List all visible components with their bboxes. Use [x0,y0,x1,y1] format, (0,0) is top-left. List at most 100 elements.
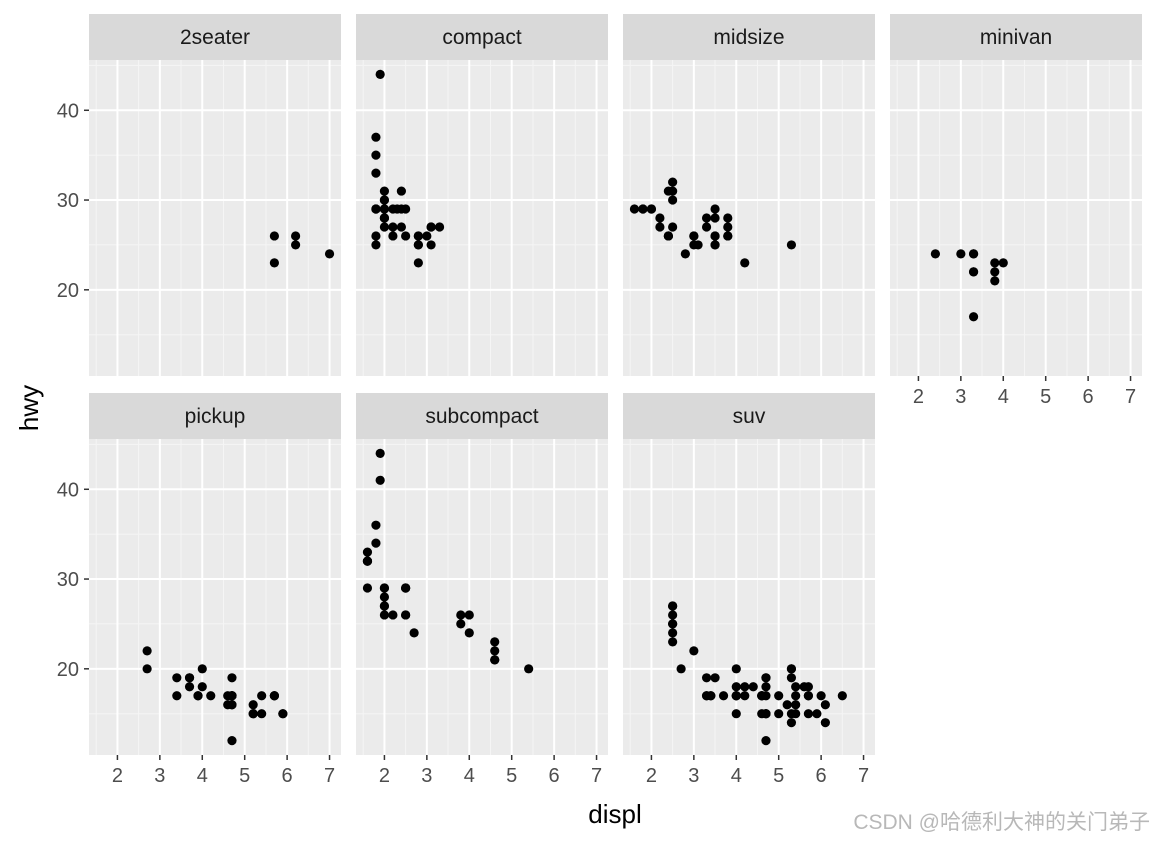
x-tick-label: 6 [549,765,560,787]
panel-background [89,439,341,755]
data-point [968,249,979,259]
panel-background [356,60,608,376]
data-point [227,736,237,746]
data-point [413,258,423,268]
facet-subcompact: subcompact 2 3 4 5 6 7 [356,393,608,787]
data-point [184,682,195,692]
data-point [655,213,665,223]
data-point [227,691,237,701]
data-point [248,709,258,719]
panel-background [356,439,608,755]
data-point [362,547,373,557]
data-point [388,231,398,241]
data-point [223,700,233,710]
data-point [812,709,822,719]
x-tick-label: 6 [816,765,827,787]
data-point [278,709,288,719]
data-point [668,222,678,232]
data-point [362,583,373,593]
data-point [371,168,381,178]
facet-strip [89,393,341,439]
x-tick-label: 7 [858,765,869,787]
data-point [257,691,267,701]
data-point [396,186,406,196]
data-point [668,601,678,611]
data-point [375,448,385,458]
x-tick-label: 2 [379,765,390,787]
data-point [820,718,830,728]
data-point [689,231,699,241]
data-point [379,592,390,602]
data-point [413,240,423,250]
facet-strip [890,14,1142,60]
data-point [701,213,712,223]
y-tick-label: 20 [57,280,79,302]
data-point [456,619,466,629]
data-point [375,475,385,485]
y-tick-label: 30 [57,569,79,591]
data-point [668,177,678,187]
data-point [990,258,1000,268]
data-point [379,222,390,232]
facet-midsize: midsize [623,14,875,376]
data-point [184,673,195,683]
x-tick-label: 4 [998,386,1009,408]
data-point [803,709,813,719]
data-point [710,240,720,250]
data-point [388,610,398,620]
facet-strip-label: suv [733,405,766,428]
x-tick-label: 5 [773,765,784,787]
data-point [803,691,813,701]
data-point [748,682,758,692]
data-point [401,231,411,241]
data-point [227,673,237,683]
data-point [668,610,678,620]
data-point [786,718,797,728]
facet-pickup: pickup 20 30 40 2 3 4 5 6 7 [57,393,341,787]
data-point [761,736,771,746]
x-tick-label: 6 [1083,386,1094,408]
data-point [490,655,500,665]
facet-strip [356,393,608,439]
x-tick-label: 7 [591,765,602,787]
data-point [791,709,801,719]
data-point [379,195,390,205]
data-point [786,664,797,674]
data-point [701,691,712,701]
y-axis-title: hwy [14,385,44,431]
x-tick-label: 4 [197,765,208,787]
facet-suv: suv 2 3 4 5 6 7 [623,393,875,787]
data-point [710,213,720,223]
data-point [791,691,801,701]
y-tick-label: 30 [57,190,79,212]
data-point [422,231,432,241]
data-point [731,664,741,674]
data-point [689,646,699,656]
data-point [257,709,267,719]
facet-strip-label: minivan [980,26,1052,49]
data-point [930,249,940,259]
facet-strip-label: compact [442,26,522,49]
facet-strip-label: 2seater [180,26,250,49]
data-point [401,610,411,620]
data-point [379,601,390,611]
data-point [668,195,678,205]
data-point [731,709,741,719]
facet-strip [89,14,341,60]
data-point [388,222,398,232]
data-point [786,673,797,683]
data-point [956,249,966,259]
data-point [172,691,182,701]
data-point [646,204,657,214]
data-point [291,231,301,241]
panel-background [89,60,341,376]
x-tick-label: 5 [1040,386,1051,408]
data-point [723,231,733,241]
data-point [968,267,979,277]
data-point [371,520,381,530]
x-tick-label: 2 [112,765,123,787]
data-point [371,204,381,214]
data-point [362,556,373,566]
data-point [701,673,712,683]
y-tick-label: 40 [57,479,79,501]
